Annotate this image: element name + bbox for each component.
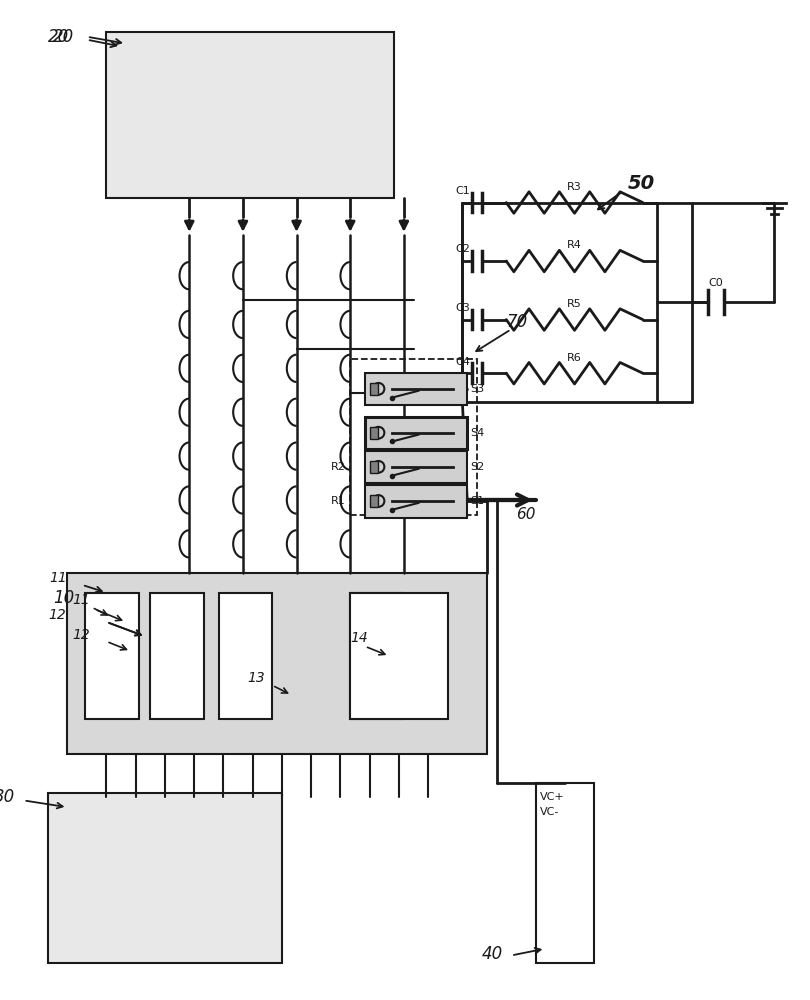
Text: 11: 11 [72,593,90,607]
Text: C3: C3 [455,303,470,313]
Text: 70: 70 [506,313,527,331]
Text: S3: S3 [470,384,484,394]
Text: 14: 14 [350,631,368,645]
Bar [106,32,394,198]
Text: S4: S4 [470,428,484,438]
Text: C4: C4 [455,357,470,367]
Text: 20: 20 [53,28,74,46]
Text: 10: 10 [53,589,74,607]
Bar [364,451,467,483]
Bar [364,417,467,449]
Bar [364,485,467,518]
Text: 20: 20 [48,28,69,46]
Text: VC+: VC+ [540,792,565,802]
Bar [369,461,377,473]
Text: C1: C1 [455,186,470,196]
Text: 30: 30 [0,788,15,806]
Text: C2: C2 [455,244,470,254]
Text: VC-: VC- [540,807,560,817]
Text: R6: R6 [567,353,582,363]
Text: 12: 12 [72,628,90,642]
Text: R4: R4 [567,240,582,250]
Bar [364,373,467,405]
Text: R3: R3 [567,182,582,192]
Text: 12: 12 [48,608,66,622]
Text: C0: C0 [709,278,723,288]
Text: 50: 50 [629,174,655,193]
Text: 13: 13 [248,671,266,685]
Bar [67,573,487,754]
Text: S2: S2 [470,462,484,472]
Text: 11: 11 [50,571,67,585]
Text: R1: R1 [330,496,345,506]
Bar [369,383,377,395]
Text: R5: R5 [567,299,582,309]
Bar [48,793,282,963]
Bar [369,427,377,439]
Text: S1: S1 [470,496,484,506]
Bar [350,359,477,515]
Bar [151,593,204,719]
Bar [535,783,594,963]
Bar [350,593,448,719]
Bar [350,593,404,719]
Text: 40: 40 [482,945,503,963]
Bar [369,495,377,507]
Text: R2: R2 [330,462,345,472]
Bar [85,593,139,719]
Text: 60: 60 [516,507,535,522]
Bar [219,593,272,719]
